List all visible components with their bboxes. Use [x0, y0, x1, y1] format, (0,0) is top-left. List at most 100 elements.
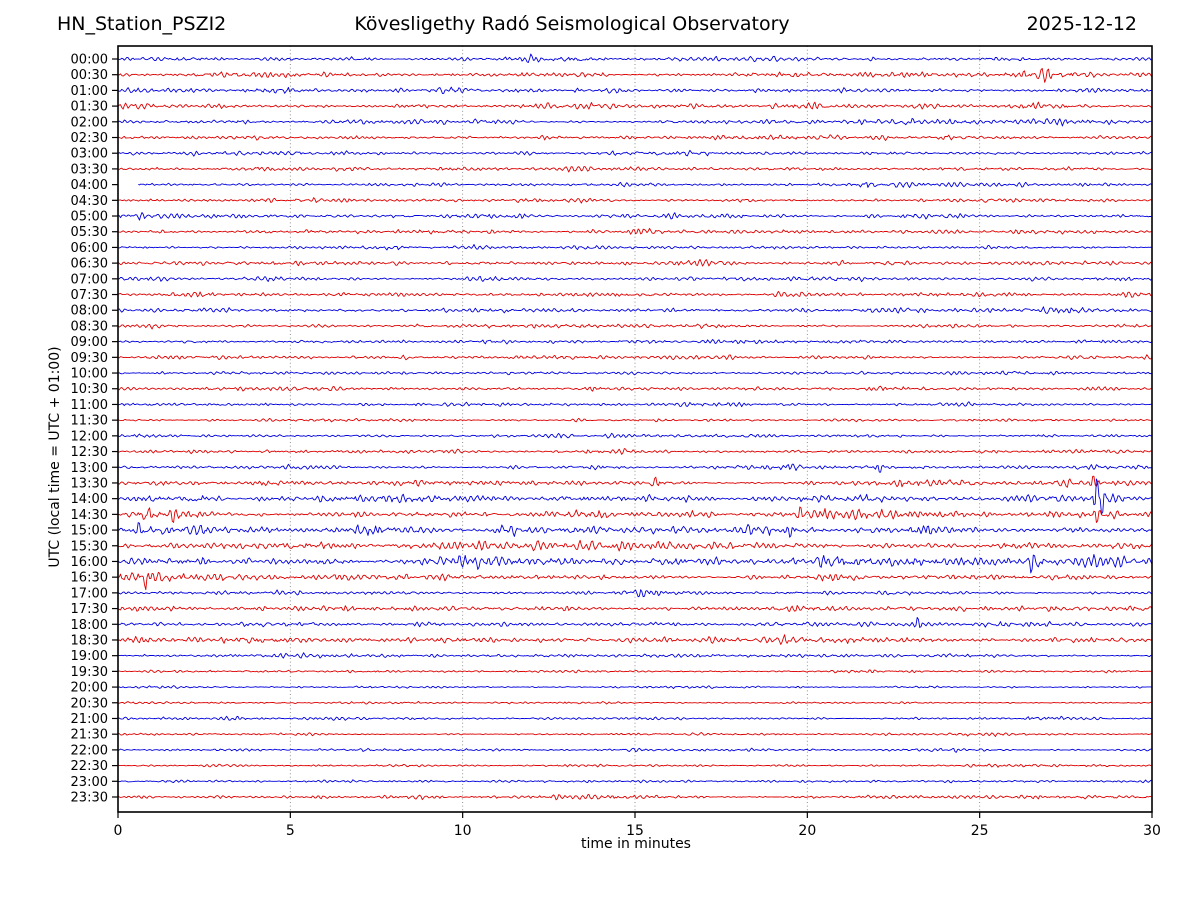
trace-row-17:30	[117, 605, 1153, 612]
y-tick-label: 06:30	[71, 257, 108, 272]
trace-row-20:00	[117, 685, 1153, 690]
y-tick-label: 13:30	[71, 476, 108, 491]
y-tick-label: 13:00	[71, 461, 108, 476]
trace-row-12:00	[117, 432, 1153, 439]
y-tick-label: 05:00	[71, 210, 108, 225]
trace-row-01:30	[117, 101, 1153, 110]
trace-row-00:00	[117, 53, 1153, 63]
y-tick-label: 18:00	[71, 618, 108, 633]
y-tick-label: 09:00	[71, 335, 108, 350]
trace-row-21:30	[117, 732, 1153, 737]
trace-row-22:00	[117, 747, 1152, 753]
station-title: HN_Station_PSZI2	[57, 13, 227, 35]
trace-row-15:00	[117, 522, 1153, 538]
trace-row-03:00	[117, 149, 1153, 157]
y-tick-label: 14:00	[71, 492, 108, 507]
trace-row-18:00	[117, 617, 1153, 628]
trace-row-03:30	[117, 166, 1153, 173]
trace-row-04:00	[138, 181, 1153, 188]
y-tick-label: 07:30	[71, 288, 108, 303]
trace-row-13:00	[117, 463, 1153, 473]
trace-row-19:30	[117, 669, 1153, 674]
y-tick-label: 23:30	[71, 790, 108, 805]
trace-row-14:00	[117, 478, 1153, 515]
y-tick-label: 08:00	[71, 304, 108, 319]
y-tick-label: 19:00	[71, 649, 108, 664]
trace-row-05:00	[117, 212, 1153, 221]
y-tick-label: 14:30	[71, 508, 108, 523]
trace-row-00:30	[117, 67, 1153, 83]
trace-row-01:00	[117, 86, 1153, 95]
y-tick-label: 11:30	[71, 414, 108, 429]
y-tick-label: 01:00	[71, 84, 108, 99]
trace-row-11:30	[117, 417, 1153, 423]
trace-row-12:30	[117, 448, 1153, 455]
trace-row-08:30	[117, 323, 1153, 330]
trace-row-23:30	[117, 793, 1153, 801]
y-tick-label: 21:00	[71, 712, 108, 727]
y-tick-label: 22:00	[71, 743, 108, 758]
trace-row-04:30	[117, 197, 1153, 204]
y-tick-label: 12:30	[71, 445, 108, 460]
trace-row-09:30	[117, 354, 1153, 361]
trace-row-10:30	[117, 385, 1153, 392]
trace-row-10:00	[117, 370, 1153, 376]
trace-row-13:30	[117, 475, 1153, 488]
trace-row-20:30	[117, 700, 1153, 705]
x-tick-label: 5	[286, 823, 295, 839]
x-tick-label: 20	[798, 823, 816, 839]
trace-row-09:00	[117, 339, 1153, 345]
y-tick-label: 21:30	[71, 728, 108, 743]
x-tick-label: 30	[1143, 823, 1161, 839]
trace-row-08:00	[117, 306, 1153, 314]
trace-row-22:30	[117, 763, 1153, 768]
y-tick-label: 06:00	[71, 241, 108, 256]
observatory-title: Kövesligethy Radó Seismological Observat…	[354, 13, 790, 35]
y-tick-label: 22:30	[71, 759, 108, 774]
y-tick-label: 16:30	[71, 571, 108, 586]
y-tick-label: 17:30	[71, 602, 108, 617]
trace-row-14:30	[118, 506, 1153, 523]
y-axis-label: UTC (local time = UTC + 01:00)	[47, 346, 63, 568]
y-tick-label: 00:30	[71, 68, 108, 83]
x-tick-label: 10	[454, 823, 472, 839]
x-axis-label: time in minutes	[581, 836, 691, 852]
y-tick-label: 01:30	[71, 100, 108, 115]
trace-row-18:30	[117, 634, 1153, 645]
plot-border	[117, 45, 1153, 813]
y-tick-label: 19:30	[71, 665, 108, 680]
y-tick-label: 17:00	[71, 586, 108, 601]
y-tick-label: 10:00	[71, 367, 108, 382]
x-tick-label: 25	[971, 823, 989, 839]
trace-row-02:30	[117, 134, 1153, 141]
trace-row-02:00	[117, 117, 1152, 127]
y-tick-label: 03:30	[71, 162, 108, 177]
y-tick-label: 10:30	[71, 382, 108, 397]
y-tick-label: 09:30	[71, 351, 108, 366]
trace-row-23:00	[117, 779, 1153, 784]
y-tick-label: 23:00	[71, 775, 108, 790]
trace-row-07:30	[117, 290, 1153, 298]
date-label: 2025-12-12	[1026, 13, 1137, 35]
y-tick-label: 02:00	[71, 115, 108, 130]
y-tick-label: 11:00	[71, 398, 108, 413]
y-tick-label: 03:00	[71, 147, 108, 162]
trace-row-11:00	[117, 401, 1153, 408]
y-tick-label: 18:30	[71, 633, 108, 648]
trace-row-06:30	[117, 258, 1153, 267]
x-tick-label: 15	[626, 823, 644, 839]
y-tick-label: 05:30	[71, 225, 108, 240]
y-tick-label: 15:00	[71, 524, 108, 539]
trace-row-07:00	[117, 275, 1153, 283]
y-tick-label: 04:30	[71, 194, 108, 209]
y-tick-label: 00:00	[71, 53, 108, 68]
trace-row-15:30	[117, 539, 1153, 552]
trace-row-16:30	[117, 571, 1153, 591]
trace-row-21:00	[117, 715, 1153, 721]
y-tick-label: 16:00	[71, 555, 108, 570]
y-tick-label: 12:00	[71, 429, 108, 444]
y-tick-label: 08:30	[71, 319, 108, 334]
trace-row-06:00	[117, 244, 1153, 251]
